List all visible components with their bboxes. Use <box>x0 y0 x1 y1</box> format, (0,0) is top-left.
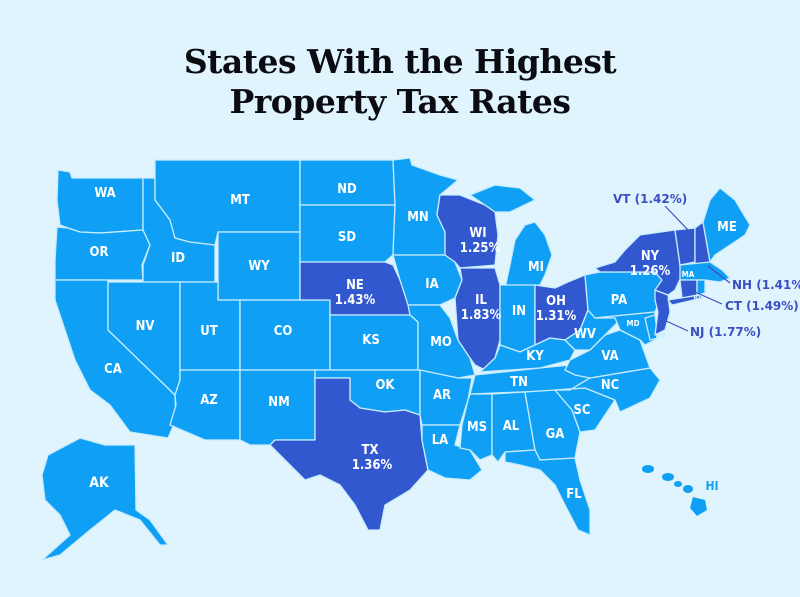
label-fl: FL <box>566 487 582 502</box>
leader-nh <box>707 265 731 284</box>
callout-nh: NH (1.41%) <box>732 278 800 292</box>
label-ky: KY <box>526 349 544 364</box>
label-ma: MA <box>682 270 695 279</box>
label-wi-rate: 1.25% <box>460 241 501 256</box>
label-ny: NY <box>641 249 660 264</box>
page-title: States With the Highest Property Tax Rat… <box>0 42 800 122</box>
leader-ct <box>694 291 723 305</box>
label-wi: WI <box>469 226 486 241</box>
label-nd: ND <box>337 182 357 197</box>
label-sc: SC <box>573 403 590 418</box>
label-ak: AK <box>89 475 110 491</box>
label-ia: IA <box>425 277 438 292</box>
label-va: VA <box>601 349 618 364</box>
state-hi[interactable] <box>642 465 707 516</box>
label-ny-rate: 1.26% <box>630 264 671 279</box>
label-sd: SD <box>338 230 356 245</box>
label-mo: MO <box>430 335 452 350</box>
state-wa[interactable] <box>56 169 144 234</box>
state-il[interactable] <box>454 267 501 371</box>
state-fl[interactable] <box>504 449 591 536</box>
callout-ct: CT (1.49%) <box>725 299 799 313</box>
label-az: AZ <box>200 393 218 408</box>
label-in: IN <box>512 304 526 319</box>
label-ms: MS <box>467 420 487 435</box>
label-nv: NV <box>136 319 155 334</box>
long-island <box>667 294 703 306</box>
label-de: DE <box>656 332 667 341</box>
label-tx: TX <box>362 443 379 458</box>
state-nj[interactable] <box>654 289 671 336</box>
label-tx-rate: 1.36% <box>352 458 393 473</box>
label-tn: TN <box>510 375 528 390</box>
label-oh-rate: 1.31% <box>536 309 577 324</box>
label-nm: NM <box>268 395 289 410</box>
label-co: CO <box>274 324 293 339</box>
label-ca: CA <box>104 362 122 377</box>
state-wi[interactable] <box>436 194 499 269</box>
label-wa: WA <box>94 186 115 201</box>
title-line-1: States With the Highest <box>183 42 617 81</box>
state-sd[interactable] <box>299 204 396 263</box>
label-ut: UT <box>200 324 217 339</box>
label-ne: NE <box>346 278 364 293</box>
state-me[interactable] <box>702 187 751 263</box>
state-mi-up[interactable] <box>469 184 536 213</box>
label-al: AL <box>503 419 520 434</box>
label-il: IL <box>475 293 487 308</box>
state-la[interactable] <box>421 424 483 481</box>
label-mi: MI <box>528 260 544 275</box>
title-line-2: Property Tax Rates <box>229 82 571 121</box>
label-wy: WY <box>248 259 270 274</box>
label-il-rate: 1.83% <box>461 308 502 323</box>
label-ok: OK <box>375 378 395 393</box>
callouts: VT (1.42%) NH (1.41%) CT (1.49%) NJ (1.7… <box>613 192 800 339</box>
label-mt: MT <box>230 193 250 208</box>
label-id: ID <box>171 251 185 266</box>
label-nc: NC <box>601 378 619 393</box>
leader-vt <box>664 205 689 231</box>
label-or: OR <box>90 245 109 260</box>
label-mn: MN <box>407 210 428 225</box>
state-ar[interactable] <box>419 369 473 426</box>
states-layer <box>41 157 751 561</box>
label-ne-rate: 1.43% <box>335 293 376 308</box>
label-md: MD <box>626 319 639 328</box>
label-me: ME <box>717 220 737 235</box>
state-ny[interactable] <box>594 229 683 296</box>
label-la: LA <box>432 433 449 448</box>
state-tx[interactable] <box>269 377 429 531</box>
label-ri: RI <box>693 294 700 302</box>
state-labels: WA OR CA ID NV MT WY UT AZ CO NM ND SD N… <box>89 182 737 502</box>
callout-nj: NJ (1.77%) <box>690 325 761 339</box>
label-ar: AR <box>433 388 451 403</box>
label-hi: HI <box>705 479 718 493</box>
state-ri[interactable] <box>696 279 706 296</box>
leader-nj <box>663 319 689 332</box>
label-ks: KS <box>362 333 380 348</box>
callout-vt: VT (1.42%) <box>613 192 687 206</box>
label-oh: OH <box>546 294 566 309</box>
state-ak[interactable] <box>41 437 169 561</box>
label-ga: GA <box>546 427 565 442</box>
label-wv: WV <box>574 327 596 342</box>
state-mi[interactable] <box>504 221 553 289</box>
label-pa: PA <box>611 293 627 308</box>
